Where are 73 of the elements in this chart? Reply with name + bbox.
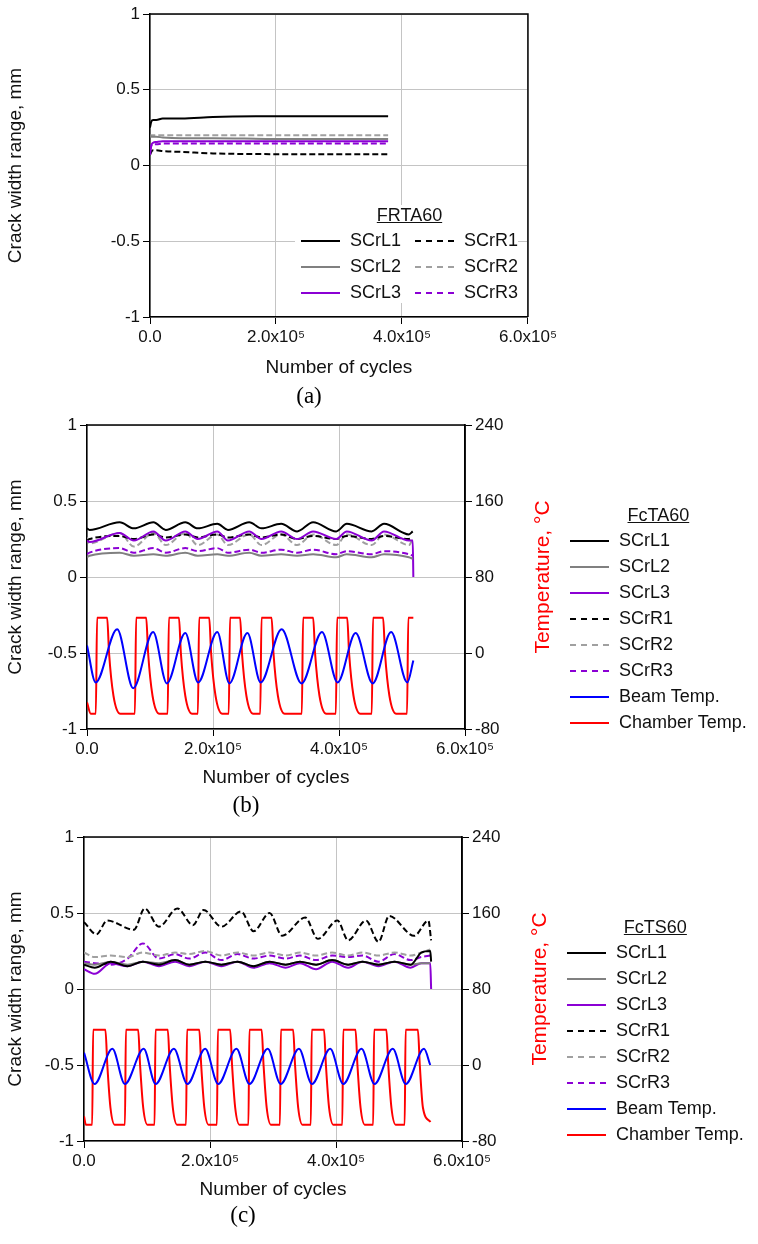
x-tick-label: 2.0x10⁵ bbox=[183, 738, 243, 758]
legend-label: SCrR2 bbox=[619, 634, 674, 655]
legend-label: Chamber Temp. bbox=[616, 1124, 744, 1145]
x-axis-title: Number of cycles bbox=[265, 355, 413, 377]
x-tick-label: 0.0 bbox=[75, 738, 99, 758]
y-tick-label: -1 bbox=[61, 718, 77, 738]
legend-title: FcTA60 bbox=[626, 505, 691, 526]
legend-label: SCrR2 bbox=[463, 256, 518, 277]
y2-tick-label: -80 bbox=[472, 1130, 497, 1150]
y2-tick-label: 160 bbox=[475, 490, 504, 510]
legend-label: SCrL1 bbox=[349, 230, 401, 251]
legend-label: SCrL3 bbox=[616, 994, 668, 1015]
y2-tick-label: 240 bbox=[472, 826, 501, 846]
legend-label: Beam Temp. bbox=[619, 686, 720, 707]
legend-label: SCrL1 bbox=[619, 530, 671, 551]
legend-label: SCrR1 bbox=[616, 1020, 671, 1041]
legend-label: SCrR1 bbox=[463, 230, 518, 251]
legend-label: SCrL2 bbox=[349, 256, 401, 277]
text: (b) bbox=[232, 792, 260, 818]
y-tick-label: 0 bbox=[67, 566, 77, 586]
legend-label: SCrL1 bbox=[616, 942, 668, 963]
y2-tick-label: 0 bbox=[472, 1054, 482, 1074]
y2-tick-label: -80 bbox=[475, 718, 500, 738]
legend-label: Chamber Temp. bbox=[619, 712, 747, 733]
y-tick-label: 1 bbox=[64, 826, 74, 846]
y-tick-label: 1 bbox=[67, 414, 77, 434]
y-tick-label: 0.5 bbox=[53, 490, 77, 510]
y-axis-title: Crack width range, mm bbox=[3, 479, 25, 675]
legend-label: SCrR1 bbox=[619, 608, 674, 629]
legend-label: SCrL3 bbox=[619, 582, 671, 603]
x-tick-label: 6.0x10⁵ bbox=[435, 738, 495, 758]
y-tick-label: 0 bbox=[130, 155, 140, 175]
y-axis-title: Crack width range, mm bbox=[3, 67, 25, 264]
y-tick-label: 0.5 bbox=[116, 79, 140, 99]
legend-label: SCrL2 bbox=[616, 968, 668, 989]
x-axis-title: Number of cycles bbox=[202, 765, 350, 787]
legend-label: Beam Temp. bbox=[616, 1098, 717, 1119]
x-tick-label: 2.0x10⁵ bbox=[180, 1150, 240, 1170]
y-tick-label: 0 bbox=[64, 978, 74, 998]
y2-axis-title: Temperature, °C bbox=[526, 912, 550, 1066]
y2-tick-label: 80 bbox=[475, 566, 494, 586]
y2-tick-label: 0 bbox=[475, 642, 485, 662]
y-axis-title: Crack width range, mm bbox=[3, 891, 25, 1087]
legend-label: SCrR3 bbox=[616, 1072, 671, 1093]
y-tick-label: -1 bbox=[58, 1130, 74, 1150]
x-tick-label: 0.0 bbox=[138, 326, 162, 346]
x-axis-title: Number of cycles bbox=[199, 1177, 347, 1199]
x-tick-label: 6.0x10⁵ bbox=[498, 326, 557, 346]
legend-label: SCrR3 bbox=[619, 660, 674, 681]
y2-tick-label: 80 bbox=[472, 978, 491, 998]
legend-title: FcTS60 bbox=[622, 917, 688, 938]
y-tick-label: -0.5 bbox=[110, 230, 140, 250]
x-tick-label: 2.0x10⁵ bbox=[246, 326, 306, 346]
y-tick-label: 1 bbox=[130, 3, 140, 23]
x-tick-label: 6.0x10⁵ bbox=[432, 1150, 492, 1170]
legend-label: SCrL3 bbox=[349, 282, 401, 303]
legend-title: FRTA60 bbox=[375, 205, 444, 226]
legend-label: SCrR2 bbox=[616, 1046, 671, 1067]
x-tick-label: 0.0 bbox=[72, 1150, 96, 1170]
legend-label: SCrR3 bbox=[463, 282, 518, 303]
x-tick-label: 4.0x10⁵ bbox=[309, 738, 369, 758]
text: (c) bbox=[230, 1202, 256, 1228]
y-tick-label: 0.5 bbox=[50, 902, 74, 922]
y-tick-label: -0.5 bbox=[47, 642, 77, 662]
x-tick-label: 4.0x10⁵ bbox=[372, 326, 432, 346]
text: (a) bbox=[296, 383, 322, 409]
y2-tick-label: 160 bbox=[472, 902, 501, 922]
y2-axis-title: Temperature, °C bbox=[529, 500, 553, 654]
y2-tick-label: 240 bbox=[475, 414, 504, 434]
y-tick-label: -0.5 bbox=[44, 1054, 74, 1074]
y-tick-label: -1 bbox=[124, 306, 140, 326]
x-tick-label: 4.0x10⁵ bbox=[306, 1150, 366, 1170]
legend-label: SCrL2 bbox=[619, 556, 671, 577]
